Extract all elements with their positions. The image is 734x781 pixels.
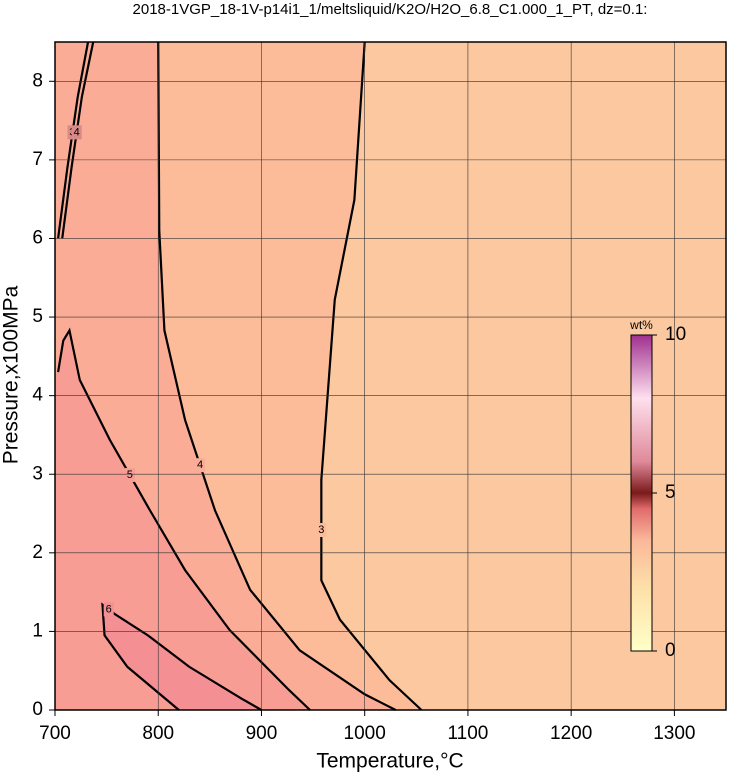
contour-label-bg bbox=[316, 523, 327, 538]
contour-fill bbox=[102, 604, 262, 710]
contour-fill bbox=[55, 330, 310, 710]
x-axis-label: Temperature,°C bbox=[316, 750, 463, 773]
y-tick-label: 4 bbox=[32, 385, 43, 406]
y-axis-label: Pressure,x100MPa bbox=[0, 285, 23, 464]
x-tick-label: 1000 bbox=[344, 723, 386, 744]
x-tick-label: 1100 bbox=[447, 723, 488, 744]
y-tick-label: 5 bbox=[32, 306, 43, 327]
contour-label: 5 bbox=[127, 469, 133, 481]
x-tick-label: 1300 bbox=[653, 723, 695, 744]
chart-title: 2018-1VGP_18-1V-p14i1_1/meltsliquid/K2O/… bbox=[133, 1, 648, 18]
contour-label-bg bbox=[124, 468, 135, 483]
contour-label: 4 bbox=[74, 126, 80, 138]
y-tick-label: 2 bbox=[32, 542, 43, 563]
plot-frame bbox=[54, 41, 727, 711]
contour-label: 6 bbox=[106, 603, 112, 615]
colorbar-tick-label: 0 bbox=[665, 640, 676, 661]
colorbar-tick-label: 5 bbox=[665, 482, 676, 503]
y-tick-label: 0 bbox=[32, 699, 43, 720]
y-tick-label: 7 bbox=[32, 149, 43, 170]
contour-label-bg bbox=[103, 602, 114, 617]
contour-line bbox=[157, 41, 397, 711]
x-tick-label: 900 bbox=[246, 723, 278, 744]
colorbar-tick-label: 10 bbox=[665, 324, 686, 345]
x-tick-label: 800 bbox=[142, 723, 174, 744]
y-tick-label: 3 bbox=[32, 463, 43, 484]
colorbar-label: wt% bbox=[629, 318, 653, 332]
colorbar bbox=[630, 334, 653, 652]
x-tick-label: 1200 bbox=[550, 723, 592, 744]
contour-label: 4 bbox=[197, 459, 203, 471]
contour-label: 3 bbox=[318, 524, 324, 536]
y-tick-label: 6 bbox=[32, 227, 43, 248]
x-tick-label: 700 bbox=[39, 723, 71, 744]
contour-label-bg bbox=[71, 125, 82, 140]
y-tick-label: 8 bbox=[32, 70, 43, 91]
y-tick-label: 1 bbox=[32, 620, 43, 641]
contour-line bbox=[101, 602, 263, 711]
contour-label-bg bbox=[195, 458, 206, 473]
